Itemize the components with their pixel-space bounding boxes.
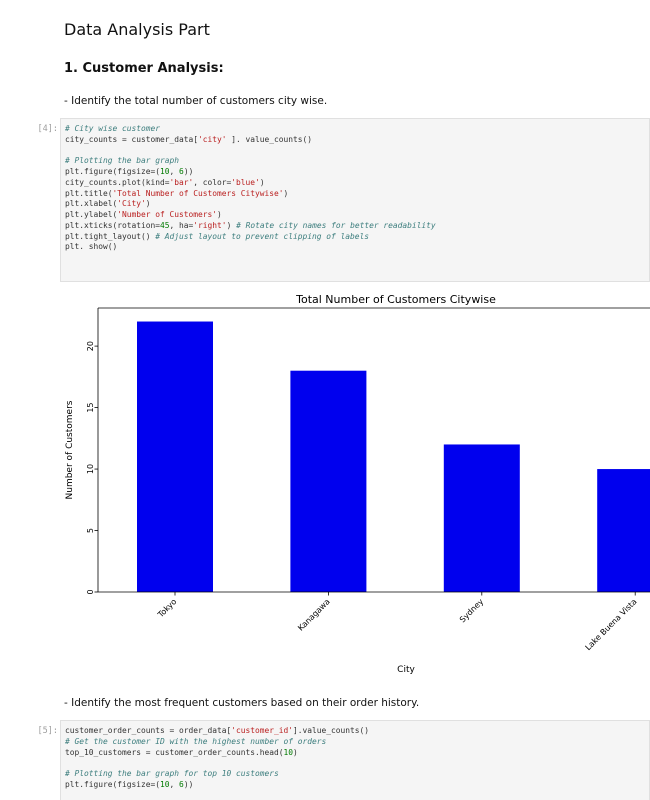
code-token: # Plotting the bar graph for top 10 cust… xyxy=(65,769,279,778)
x-axis-label: City xyxy=(397,665,415,675)
code-token: 'Total Number of Customers Citywise' xyxy=(112,188,284,198)
cell-prompt-4: [4]: xyxy=(37,124,58,134)
code-token: 'blue' xyxy=(231,177,260,187)
chart-title: Total Number of Customers Citywise xyxy=(295,293,496,306)
code-line: plt.title('Total Number of Customers Cit… xyxy=(65,189,645,200)
code-token: 6 xyxy=(179,779,184,789)
code-token: # Rotate city names for better readabili… xyxy=(236,220,436,230)
code-token: ) xyxy=(283,188,289,198)
code-token: plt.xticks(rotation= xyxy=(65,220,161,230)
task-text-frequent-customers: - Identify the most frequent customers b… xyxy=(64,697,420,709)
code-token: # City wise customer xyxy=(65,124,161,133)
code-token: city_counts = customer_data[ xyxy=(65,134,199,144)
code-token: ) xyxy=(145,199,151,209)
code-token: , color= xyxy=(193,177,232,187)
x-tick-label: Kanagawa xyxy=(296,597,332,633)
y-tick-label: 20 xyxy=(86,341,95,351)
code-line: # Plotting the bar graph for top 10 cust… xyxy=(65,769,645,780)
code-token: )) xyxy=(183,779,194,789)
code-token: ) xyxy=(217,210,222,219)
code-token: 10 xyxy=(160,167,170,176)
scrolled-cell-remnant: · ···· ·· ·· ········ xyxy=(64,0,145,4)
y-tick-label: 15 xyxy=(86,402,95,412)
bar-tokyo xyxy=(137,321,213,592)
code-token: 'customer_id' xyxy=(231,726,294,735)
code-token: 10 xyxy=(160,779,170,789)
code-line: top_10_customers = customer_order_counts… xyxy=(65,748,645,759)
code-token: 45 xyxy=(160,220,170,230)
code-line: plt.figure(figsize=(10, 6)) xyxy=(65,780,645,791)
task-text-city-count: - Identify the total number of customers… xyxy=(64,95,328,107)
code-token: plt. show() xyxy=(65,242,118,252)
code-token: 'city' xyxy=(198,134,227,144)
y-tick-label: 10 xyxy=(86,464,95,474)
code-token: plt.figure(figsize=( xyxy=(65,167,161,176)
x-tick-label: Tokyo xyxy=(155,597,178,620)
x-tick-label: Sydney xyxy=(458,597,485,624)
code-line: plt.xlabel('City') xyxy=(65,199,645,210)
code-line: plt.figure(figsize=(10, 6)) xyxy=(65,167,645,178)
code-line: plt.ylabel('Number of Customers') xyxy=(65,210,645,221)
code-line: customer_order_counts = order_data['cust… xyxy=(65,726,645,737)
code-token: 10 xyxy=(283,747,294,757)
code-line: city_counts = customer_data['city' ]. va… xyxy=(65,135,645,146)
code-token: customer_order_counts = order_data[ xyxy=(65,726,232,735)
y-tick-label: 5 xyxy=(86,528,95,533)
code-token: ].value_counts() xyxy=(293,726,370,735)
code-token: ]. value_counts() xyxy=(226,134,313,144)
code-token: plt.figure(figsize=( xyxy=(65,779,161,789)
y-tick-label: 0 xyxy=(86,589,95,594)
cell-prompt-5: [5]: xyxy=(37,726,58,736)
section-subheading: 1. Customer Analysis: xyxy=(64,61,224,76)
code-token: , xyxy=(169,779,180,789)
code-token: , ha= xyxy=(169,220,194,230)
code-token: 'bar' xyxy=(169,177,194,187)
code-token: )) xyxy=(183,167,194,176)
code-token: plt.title( xyxy=(65,188,113,198)
code-line: plt.xticks(rotation=45, ha='right') # Ro… xyxy=(65,221,645,232)
code-token: city_counts.plot(kind= xyxy=(65,177,170,187)
code-line: plt.tight_layout() # Adjust layout to pr… xyxy=(65,232,645,243)
code-line: # Get the customer ID with the highest n… xyxy=(65,737,645,748)
code-token: plt.ylabel( xyxy=(65,210,118,219)
code-token: top_10_customers = customer_order_counts… xyxy=(65,747,284,757)
code-token: 'right' xyxy=(193,220,227,230)
y-axis-label: Number of Customers xyxy=(65,400,75,499)
code-token: 'Number of Customers' xyxy=(117,210,218,219)
code-cell-top-customers[interactable]: customer_order_counts = order_data['cust… xyxy=(60,720,650,800)
bar-sydney xyxy=(443,444,520,592)
code-token: 6 xyxy=(179,167,184,176)
code-token: # Adjust layout to prevent clipping of l… xyxy=(155,231,370,241)
code-token: ) xyxy=(259,177,265,187)
section-heading: Data Analysis Part xyxy=(64,20,210,39)
bar-chart-customers-citywise: Total Number of Customers Citywise 0 5 10 15… xyxy=(65,293,650,675)
code-token: # Plotting the bar graph xyxy=(65,156,180,166)
code-cell-city-customers[interactable]: # City wise customer city_counts = custom… xyxy=(60,118,650,282)
code-token: 'City' xyxy=(117,199,146,209)
code-token: # Get the customer ID with the highest n… xyxy=(65,736,327,746)
code-token: ) xyxy=(293,747,298,757)
code-line xyxy=(65,146,645,157)
code-token: plt.tight_layout() xyxy=(65,231,156,241)
code-line: city_counts.plot(kind='bar', color='blue… xyxy=(65,178,645,189)
code-line: plt. show() xyxy=(65,242,645,253)
code-token: , xyxy=(169,167,180,176)
code-line: # Plotting the bar graph xyxy=(65,156,645,167)
x-tick-label: Lake Buena Vista xyxy=(584,597,639,652)
code-token: plt.xlabel( xyxy=(65,199,118,209)
bar-kanagawa xyxy=(290,370,367,592)
code-line xyxy=(65,758,645,769)
code-token: ) xyxy=(226,220,237,230)
code-line: # City wise customer xyxy=(65,124,645,135)
bar-lake-buena-vista xyxy=(597,469,650,592)
